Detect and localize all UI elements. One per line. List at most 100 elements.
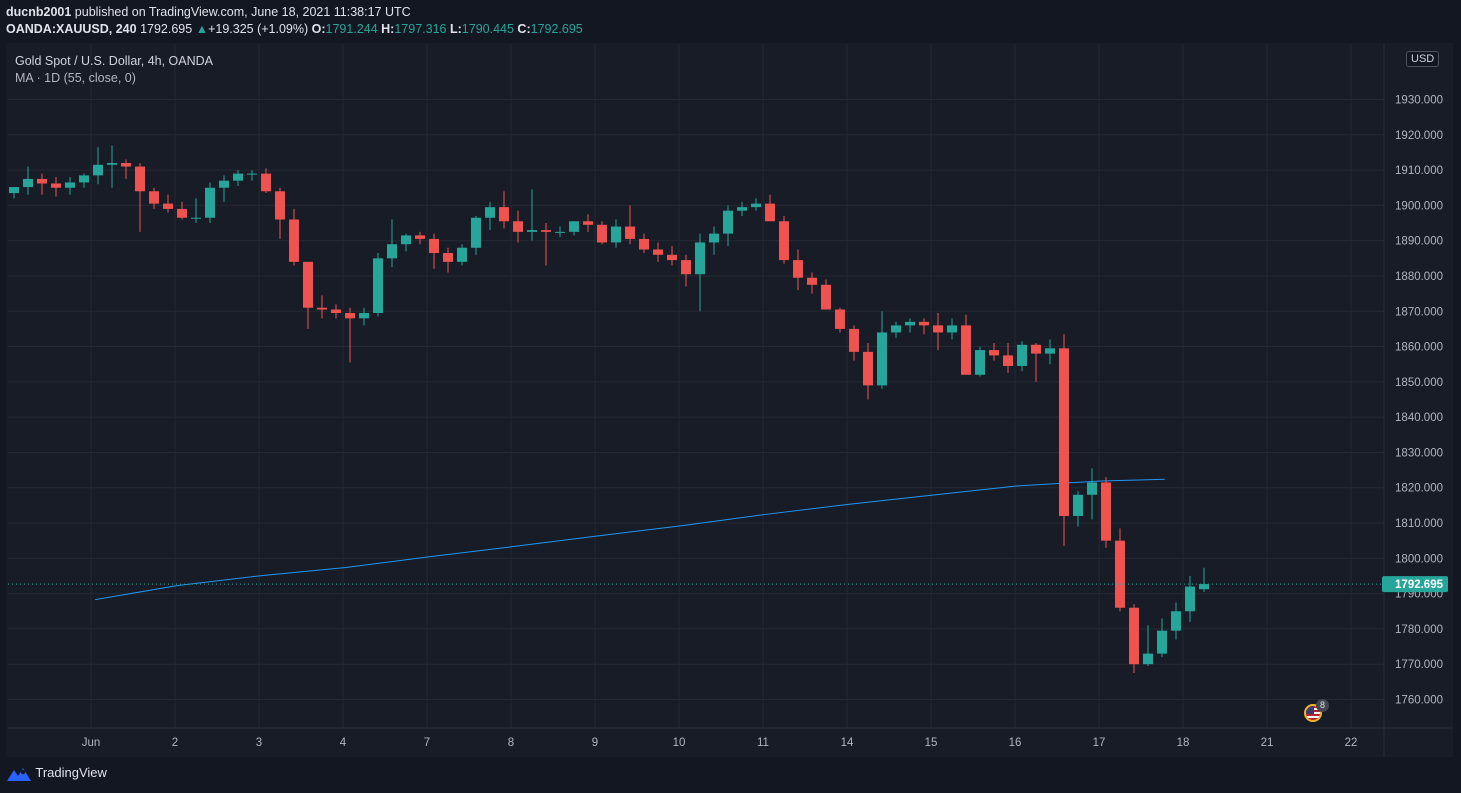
- publication-line: ducnb2001 published on TradingView.com, …: [6, 5, 411, 19]
- candle-body: [975, 350, 985, 375]
- candle: [919, 318, 929, 335]
- candle-body: [1045, 348, 1055, 354]
- candle: [1101, 477, 1111, 548]
- candle: [177, 201, 187, 220]
- price-tick-label: 1840.000: [1395, 412, 1443, 424]
- candle-body: [1059, 348, 1069, 516]
- candle-body: [107, 163, 117, 165]
- candle-body: [37, 178, 47, 184]
- candle-body: [359, 313, 369, 319]
- low-value: 1790.445: [461, 22, 514, 36]
- indicator-label[interactable]: MA · 1D (55, close, 0): [15, 71, 136, 85]
- date-tick-label: 8: [508, 737, 514, 749]
- candle-body: [583, 221, 593, 225]
- candle-body: [317, 307, 327, 310]
- last-price-tag-label: 1792.695: [1395, 579, 1444, 591]
- date-tick-label: 22: [1345, 737, 1358, 749]
- candle: [93, 147, 103, 185]
- price-tick-label: 1860.000: [1395, 342, 1443, 354]
- price-tick-label: 1900.000: [1395, 200, 1443, 212]
- candle-body: [653, 249, 663, 255]
- candle-body: [429, 238, 439, 254]
- candle-body: [569, 221, 579, 232]
- date-tick-label: 18: [1177, 737, 1190, 749]
- candle: [1045, 339, 1055, 365]
- candle: [1087, 468, 1097, 520]
- candle-body: [793, 260, 803, 278]
- candle: [835, 307, 845, 333]
- candle-body: [1157, 630, 1167, 654]
- candle-body: [821, 284, 831, 310]
- symbol-interval[interactable]: OANDA:XAUUSD, 240: [6, 22, 137, 36]
- candle: [905, 318, 915, 333]
- candle-body: [1115, 540, 1125, 608]
- candle-body: [1031, 344, 1041, 354]
- candle: [709, 226, 719, 255]
- candle-body: [121, 163, 131, 167]
- date-tick-label: 4: [340, 737, 347, 749]
- price-tick-label: 1890.000: [1395, 236, 1443, 248]
- candle: [625, 205, 635, 245]
- last-price: 1792.695: [140, 22, 193, 36]
- candle: [37, 173, 47, 195]
- candle: [65, 177, 75, 195]
- economic-events-marker[interactable]: 8: [1303, 699, 1329, 725]
- candle: [233, 170, 243, 186]
- candle: [289, 208, 299, 266]
- time-axis: Jun 2 3 4 7 8 9 10 11 14 15 16 17 18 21 22: [82, 737, 1358, 749]
- candle: [723, 205, 733, 246]
- candle: [989, 343, 999, 361]
- candle: [1115, 528, 1125, 612]
- candle-body: [93, 164, 103, 176]
- date-tick-label: 21: [1261, 737, 1274, 749]
- brand-name: TradingView: [35, 765, 107, 780]
- author-name[interactable]: ducnb2001: [6, 5, 72, 19]
- price-tick-label: 1920.000: [1395, 130, 1443, 142]
- price-tick-label: 1930.000: [1395, 95, 1443, 107]
- candle: [205, 182, 215, 224]
- price-change: +19.325 (+1.09%): [208, 22, 309, 36]
- candle: [9, 187, 19, 199]
- date-tick-label: 11: [757, 737, 769, 749]
- currency-label[interactable]: USD: [1406, 51, 1440, 67]
- date-tick-label: 17: [1093, 737, 1106, 749]
- candle: [1171, 602, 1181, 640]
- chart-frame[interactable]: [6, 43, 1453, 757]
- candle-body: [695, 242, 705, 275]
- candle-body: [1185, 586, 1195, 612]
- candle-body: [219, 180, 229, 188]
- candle-body: [1101, 482, 1111, 541]
- candle-body: [947, 325, 957, 333]
- chart-legend: Gold Spot / U.S. Dollar, 4h, OANDA MA · …: [15, 53, 213, 87]
- high-value: 1797.316: [394, 22, 447, 36]
- price-tick-label: 1830.000: [1395, 447, 1443, 459]
- candle: [1059, 334, 1069, 546]
- candle: [471, 215, 481, 255]
- candle-body: [625, 226, 635, 239]
- candle: [429, 233, 439, 269]
- candle: [149, 187, 159, 209]
- candle: [275, 187, 285, 239]
- date-tick-label: 3: [256, 737, 262, 749]
- candle-body: [961, 325, 971, 375]
- candle: [415, 231, 425, 245]
- candle-body: [751, 203, 761, 208]
- candle: [1129, 604, 1139, 674]
- candle-body: [555, 231, 565, 233]
- candle: [23, 166, 33, 195]
- date-tick-label: 10: [673, 737, 686, 749]
- candle-body: [51, 183, 61, 188]
- last-price-line: 1792.695: [8, 576, 1448, 593]
- series-title[interactable]: Gold Spot / U.S. Dollar, 4h, OANDA: [15, 54, 213, 68]
- chart-grid: [8, 44, 1453, 757]
- close-value: 1792.695: [530, 22, 583, 36]
- candle-body: [401, 235, 411, 245]
- candle-body: [779, 221, 789, 261]
- candle-body: [807, 277, 817, 285]
- tradingview-logo-icon: [7, 767, 31, 781]
- candle: [555, 226, 565, 238]
- candle: [1143, 625, 1153, 666]
- footer-brand[interactable]: TradingView: [6, 765, 107, 785]
- candle-body: [177, 208, 187, 218]
